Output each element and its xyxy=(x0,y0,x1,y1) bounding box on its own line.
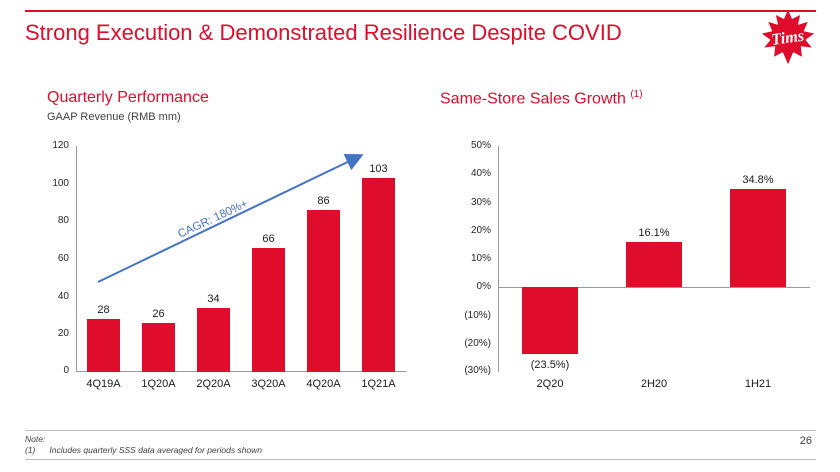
y-axis-tick-label: 50% xyxy=(470,140,491,151)
y-axis-tick-label: 60 xyxy=(57,253,69,264)
note-text: (1) Includes quarterly SSS data averaged … xyxy=(25,445,262,455)
y-axis-tick-label: (10%) xyxy=(464,309,491,321)
x-axis-category-label: 4Q20A xyxy=(306,378,341,390)
title-rule xyxy=(25,10,816,12)
bar xyxy=(142,323,175,372)
footnote-ref-superscript: (1) xyxy=(630,89,643,100)
y-axis-tick-label: (20%) xyxy=(464,337,491,349)
y-axis-tick-label: 120 xyxy=(52,140,69,151)
y-axis-tick-label: 30% xyxy=(470,196,491,208)
cagr-label: CAGR: 180%+ xyxy=(176,198,250,241)
x-axis-category-label: 3Q20A xyxy=(251,378,286,390)
zero-baseline xyxy=(498,287,810,289)
y-axis-tick-label: 10% xyxy=(470,253,491,264)
note-body: Includes quarterly SSS data averaged for… xyxy=(49,445,263,455)
y-axis-tick-label: 20% xyxy=(470,224,491,236)
maple-leaf-icon: Tims xyxy=(761,9,815,65)
bar xyxy=(252,247,285,372)
tims-logo: Tims xyxy=(756,8,820,66)
bar xyxy=(522,287,578,354)
logo-wordmark: Tims xyxy=(770,27,805,49)
y-axis-line xyxy=(76,146,77,372)
right-chart-title-text: Same-Store Sales Growth xyxy=(440,90,626,108)
bar-value-label: 26 xyxy=(152,308,165,321)
bar xyxy=(362,178,395,372)
y-axis-tick-label: 40% xyxy=(470,168,491,180)
bar xyxy=(730,188,786,288)
x-axis-category-label: 1H21 xyxy=(744,378,772,390)
y-axis-tick-label: (30%) xyxy=(464,365,491,376)
page-number: 26 xyxy=(799,435,812,447)
left-chart-title: Quarterly Performance xyxy=(47,89,209,106)
x-axis-category-label: 4Q19A xyxy=(86,378,121,390)
sss-growth-bar-chart: 50% 40% 30% 20% 10% 0% (10%) (20%) (30%) (23.5%) 1… xyxy=(452,140,810,376)
bar-value-label: 34.8% xyxy=(742,173,774,186)
bar xyxy=(87,319,120,372)
y-axis-line xyxy=(498,146,499,372)
bar xyxy=(307,210,340,372)
footer-rule-bottom xyxy=(25,459,816,460)
y-axis-tick-label: 40 xyxy=(57,290,69,302)
quarterly-revenue-bar-chart: 120 100 80 60 40 20 0 28 26 34 66 86 103 xyxy=(40,140,406,376)
bar-value-label: 28 xyxy=(97,304,110,317)
cagr-arrow-line xyxy=(97,153,364,283)
cagr-arrow-annotation: CAGR: 180%+ xyxy=(97,153,364,283)
y-axis-tick-label: 0% xyxy=(476,281,491,293)
bar-value-label: (23.5%) xyxy=(530,358,570,371)
x-axis-category-label: 2Q20 xyxy=(536,378,564,390)
y-axis-tick-label: 100 xyxy=(52,177,69,189)
footer-rule-top xyxy=(25,430,816,431)
x-axis-category-label: 1Q21A xyxy=(361,378,396,390)
left-chart-subtitle: GAAP Revenue (RMB mm) xyxy=(47,111,181,123)
bar-value-label: 86 xyxy=(317,195,330,208)
bar-value-label: 34 xyxy=(207,292,220,305)
y-axis-tick-label: 20 xyxy=(57,328,69,340)
bar xyxy=(197,307,230,372)
note-ref: (1) xyxy=(25,445,36,455)
sss-growth-x-axis: 2Q20 2H20 1H21 xyxy=(452,378,810,392)
bar-value-label: 16.1% xyxy=(638,226,670,239)
bar-value-label: 66 xyxy=(262,232,275,245)
x-axis-category-label: 2Q20A xyxy=(196,378,231,390)
quarterly-revenue-x-axis: 4Q19A 1Q20A 2Q20A 3Q20A 4Q20A 1Q21A xyxy=(40,378,406,392)
slide-title: Strong Execution & Demonstrated Resilien… xyxy=(25,20,622,45)
y-axis-tick-label: 0 xyxy=(63,365,69,376)
bar xyxy=(626,241,682,288)
right-chart-title: Same-Store Sales Growth (1) xyxy=(440,89,643,108)
bar-value-label: 103 xyxy=(369,163,388,176)
x-axis-category-label: 1Q20A xyxy=(141,378,176,390)
note-label: Note: xyxy=(25,434,46,444)
zero-baseline xyxy=(76,371,406,372)
x-axis-category-label: 2H20 xyxy=(640,378,668,390)
y-axis-tick-label: 80 xyxy=(57,215,69,227)
